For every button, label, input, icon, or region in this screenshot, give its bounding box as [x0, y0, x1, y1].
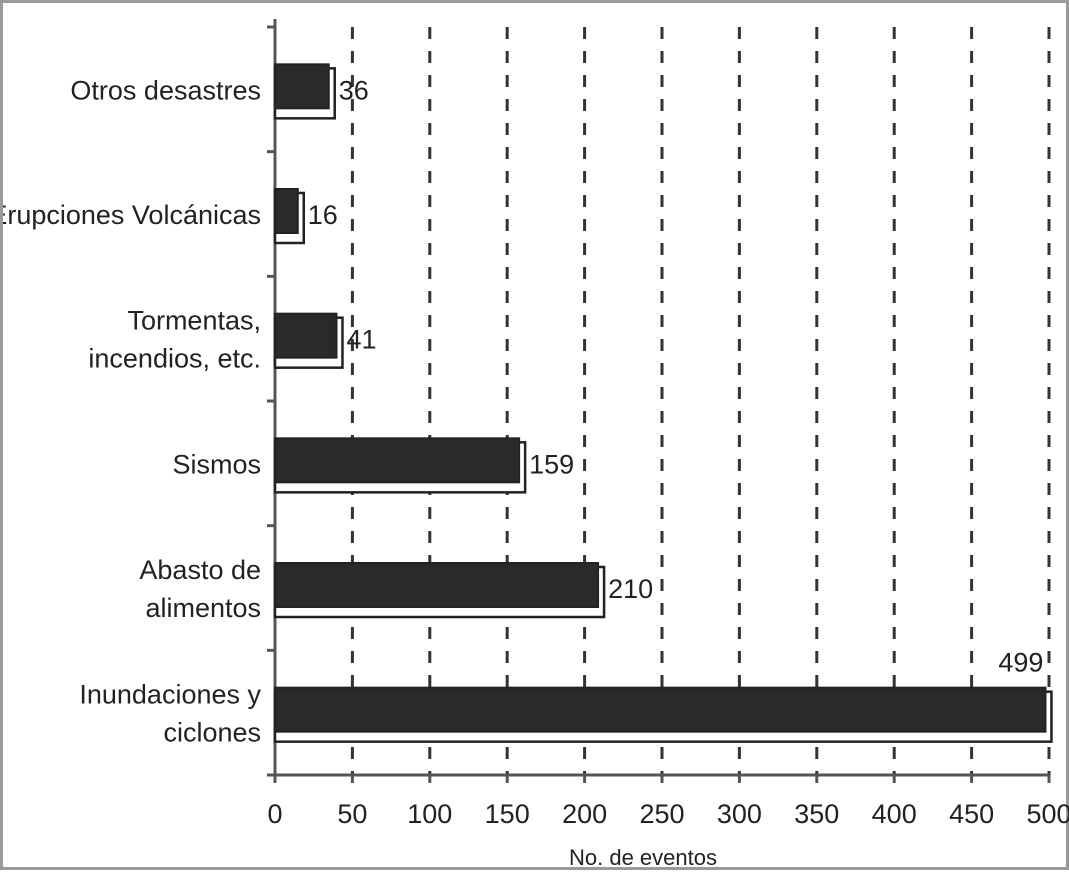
category-label: Otros desastres	[70, 75, 261, 105]
x-tick-label-350: 350	[794, 799, 839, 829]
bar-value-label: 159	[529, 449, 574, 479]
x-tick-label-500: 500	[1026, 799, 1069, 829]
bar	[274, 188, 299, 234]
category-label: alimentos	[145, 593, 261, 623]
category-label: Erupciones Volcánicas	[3, 200, 261, 230]
bar	[274, 562, 600, 608]
category-label: ciclones	[163, 718, 261, 748]
category-label: incendios, etc.	[88, 344, 261, 374]
bar-value-label: 41	[346, 325, 376, 355]
category-label: Abasto de	[139, 555, 261, 585]
bar-value-label: 36	[339, 75, 369, 105]
bar	[274, 686, 1047, 733]
x-tick-label-200: 200	[562, 799, 607, 829]
x-tick-label-300: 300	[717, 799, 762, 829]
x-axis-title: No. de eventos	[569, 845, 717, 870]
bar-chart: No. de eventos 0 50 100 150 200 250 300 350 400 4…	[3, 19, 1069, 870]
x-tick-label-250: 250	[639, 799, 684, 829]
bar-value-label: 16	[308, 200, 338, 230]
bar	[274, 437, 521, 484]
bar-value-label: 210	[608, 574, 653, 604]
x-tick-label-450: 450	[949, 799, 994, 829]
category-label: Sismos	[172, 449, 261, 479]
bar	[274, 63, 330, 110]
x-tick-label-50: 50	[337, 799, 367, 829]
x-tick-label-0: 0	[267, 799, 282, 829]
x-tick-label-150: 150	[485, 799, 530, 829]
category-label: Tormentas,	[127, 306, 261, 336]
x-tick-label-400: 400	[872, 799, 917, 829]
bar	[274, 312, 338, 359]
bar-value-label: 499	[998, 648, 1043, 678]
x-tick-label-100: 100	[407, 799, 452, 829]
category-label: Inundaciones y	[79, 680, 261, 710]
